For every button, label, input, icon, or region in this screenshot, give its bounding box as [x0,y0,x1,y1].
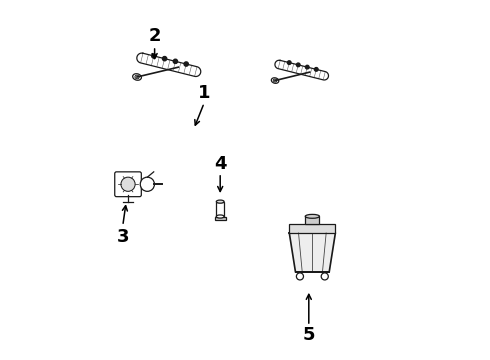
Circle shape [140,177,154,192]
Ellipse shape [216,215,224,218]
Text: 1: 1 [198,84,211,102]
Ellipse shape [135,75,139,79]
Text: 3: 3 [117,228,129,246]
Bar [216,202,224,216]
FancyBboxPatch shape [115,172,141,197]
Text: 5: 5 [302,326,315,344]
Polygon shape [275,60,328,80]
Circle shape [305,65,309,69]
Circle shape [288,61,291,64]
Text: 2: 2 [148,27,161,45]
Bar [215,216,226,220]
Circle shape [315,68,318,71]
Text: 4: 4 [214,155,226,173]
Ellipse shape [305,215,319,218]
Circle shape [152,54,156,58]
Circle shape [121,177,135,192]
Bar [305,216,319,224]
Circle shape [173,59,177,63]
Circle shape [184,62,188,66]
Polygon shape [137,53,201,76]
Bar [289,224,335,233]
Polygon shape [289,233,335,272]
Ellipse shape [216,200,224,203]
Ellipse shape [273,79,277,82]
Circle shape [296,63,300,67]
Circle shape [163,57,167,61]
